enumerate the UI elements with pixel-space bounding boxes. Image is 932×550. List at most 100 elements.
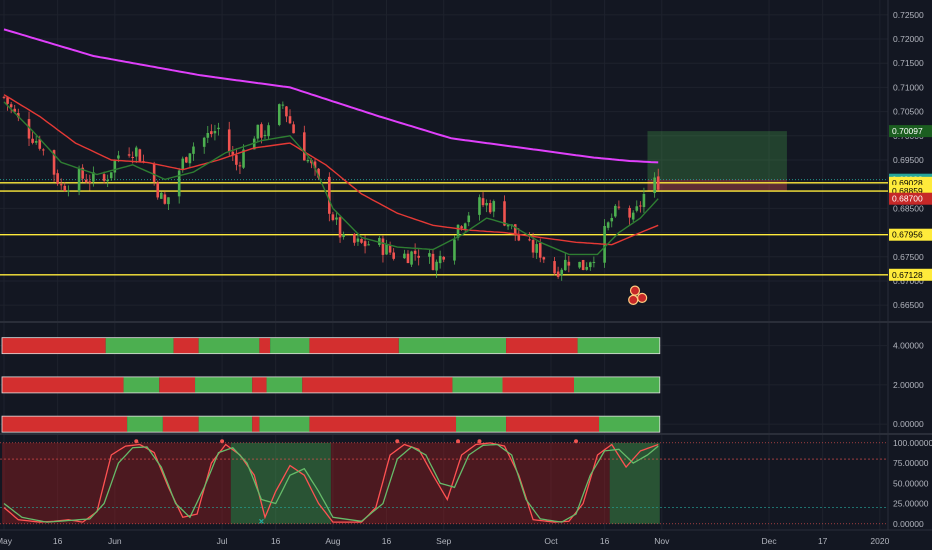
- price-tick-label: 0.68500: [893, 203, 924, 213]
- trend-segment: [259, 337, 271, 354]
- candle-body: [653, 177, 656, 194]
- stoch-k-line[interactable]: [3, 442, 659, 523]
- stoch-signal-dot: [220, 439, 225, 444]
- price-label-bg: [889, 228, 932, 241]
- candle-body: [403, 253, 406, 259]
- candle-body: [485, 202, 488, 206]
- candle-body: [478, 197, 481, 215]
- stoch-signal-dot: [477, 439, 482, 444]
- candle-body: [435, 261, 438, 271]
- price-panel[interactable]: [0, 28, 888, 305]
- trend-segment: [252, 376, 267, 393]
- stoch-tick-label: 75.00000: [893, 458, 929, 468]
- candle-body: [578, 261, 581, 268]
- candle-body: [9, 104, 13, 108]
- trend-segment: [123, 376, 160, 393]
- candle-body: [38, 139, 42, 149]
- candle-body: [163, 194, 167, 204]
- candle-body: [152, 163, 156, 182]
- ema-slow-line[interactable]: [3, 94, 659, 246]
- price-axis[interactable]: 0.72500 0.72000 0.71500 0.71000 0.70500 0.700…: [889, 10, 932, 529]
- candle-body: [413, 250, 417, 254]
- price-tick-label: 0.67000: [893, 276, 924, 286]
- candle-body: [617, 206, 621, 208]
- price-label-bg: [889, 268, 932, 281]
- candle-body: [392, 252, 395, 259]
- event-marker-icon[interactable]: [637, 292, 648, 304]
- position-loss-zone[interactable]: [647, 179, 787, 192]
- trend-segment: [270, 337, 310, 354]
- stoch-signal-dot: [456, 439, 461, 444]
- trend-segment: [173, 337, 199, 354]
- candle-body: [614, 205, 617, 217]
- candle-body: [428, 253, 431, 257]
- candle-body: [431, 253, 435, 270]
- candle-body: [13, 108, 17, 112]
- candle-body: [88, 181, 92, 184]
- candle-body: [81, 167, 84, 179]
- event-marker-icon[interactable]: [629, 285, 641, 296]
- trend-segment: [2, 376, 124, 393]
- time-tick-label: Aug: [325, 536, 340, 546]
- candle-body: [167, 197, 170, 205]
- price-tick-label: 0.71500: [893, 58, 924, 68]
- price-tick-label: 0.72500: [893, 10, 924, 20]
- trend-segment: [302, 376, 453, 393]
- trend-segment: [198, 337, 260, 354]
- time-tick-label: Sep: [436, 536, 451, 546]
- candle-body: [31, 138, 34, 143]
- position-profit-zone[interactable]: [647, 131, 787, 180]
- candle-body: [84, 179, 88, 183]
- trend-segment: [195, 376, 253, 393]
- time-tick-label: 17: [818, 536, 828, 546]
- candle-body: [513, 224, 517, 235]
- candle-body: [227, 129, 231, 152]
- time-tick-label: 16: [600, 536, 610, 546]
- candle-body: [17, 113, 20, 118]
- candle-body: [113, 159, 117, 173]
- candle-body: [456, 224, 460, 238]
- candle-body: [381, 238, 385, 255]
- candle-body: [560, 269, 563, 276]
- trend-segment: [259, 416, 310, 433]
- candle-body: [52, 150, 56, 175]
- stoch-tick-label: 50.00000: [893, 478, 929, 488]
- trend-segment: [577, 337, 660, 354]
- time-axis[interactable]: May 16 Jun Jul 16 Aug 16 Sep Oct 16 Nov Dec 17 2020: [0, 536, 890, 546]
- stoch-tick-label: 100.00000: [893, 438, 932, 448]
- event-marker-icon[interactable]: [628, 294, 639, 305]
- trend-segment: [309, 337, 399, 354]
- candle-body: [2, 96, 6, 98]
- candle-body: [335, 217, 338, 220]
- candle-body: [292, 124, 295, 134]
- ema-fast-line[interactable]: [3, 101, 659, 256]
- candle-body: [631, 212, 635, 220]
- candle-body: [77, 169, 81, 192]
- trend-segment: [574, 376, 660, 393]
- candle-body: [442, 256, 446, 260]
- candle-body: [606, 222, 610, 228]
- candle-body: [252, 138, 256, 150]
- candle-body: [328, 176, 331, 214]
- candle-body: [56, 173, 59, 184]
- candle-body: [317, 168, 320, 178]
- trend-segment: [506, 416, 600, 433]
- sma-long-line[interactable]: [3, 28, 659, 164]
- price-tick-label: 0.72000: [893, 34, 924, 44]
- candle-body: [378, 237, 381, 245]
- stoch-zone: [330, 442, 610, 524]
- candle-body: [528, 239, 531, 241]
- candle-body: [59, 184, 63, 186]
- stoch-tick-label: 0.00000: [893, 519, 924, 529]
- price-label: 0.69028: [892, 178, 923, 188]
- stochastic-panel[interactable]: [0, 439, 888, 525]
- candle-body: [589, 262, 592, 268]
- candle-body: [535, 244, 538, 253]
- trend-segment: [162, 416, 199, 433]
- time-tick-label: Nov: [654, 536, 670, 546]
- candle-body: [102, 174, 106, 181]
- stoch-d-line[interactable]: [3, 443, 659, 523]
- candle-body: [217, 127, 220, 130]
- trend-bars-panel[interactable]: [1, 337, 661, 433]
